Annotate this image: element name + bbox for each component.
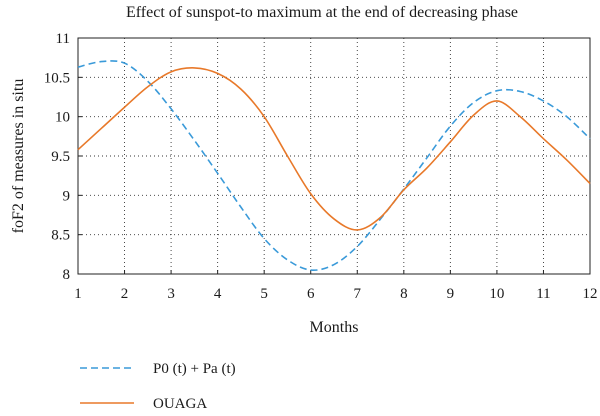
y-tick-label: 9	[63, 188, 71, 204]
y-tick-label: 8.5	[51, 228, 70, 244]
legend-label-p0-pa: P0 (t) + Pa (t)	[153, 361, 236, 377]
series-line-ouaga	[77, 67, 591, 231]
x-tick-label: 9	[447, 286, 455, 302]
x-tick-label: 10	[489, 286, 504, 302]
x-tick-label: 6	[307, 286, 315, 302]
y-tick-label: 10	[55, 110, 70, 126]
legend: P0 (t) + Pa (t) OUAGA	[80, 361, 236, 412]
y-tick-label: 10.5	[44, 70, 70, 86]
y-tick-label: 11	[56, 31, 70, 47]
x-tick-label: 7	[354, 286, 362, 302]
chart-title: Effect of sunspot-to maximum at the end …	[126, 4, 518, 21]
y-tick-label: 9.5	[51, 149, 70, 165]
legend-label-ouaga: OUAGA	[153, 396, 207, 412]
x-axis-label: Months	[310, 319, 359, 336]
series-lines	[77, 60, 591, 272]
x-tick-label: 12	[583, 286, 598, 302]
x-tick-label: 5	[260, 286, 268, 302]
x-tick-label: 3	[167, 286, 175, 302]
x-tick-label: 11	[536, 286, 550, 302]
series-line-p0-pa	[77, 60, 591, 272]
x-tick-label: 2	[121, 286, 129, 302]
x-tick-label: 4	[214, 286, 222, 302]
y-tick-label: 8	[63, 267, 71, 283]
grid-lines	[78, 38, 590, 274]
x-tick-label: 8	[400, 286, 408, 302]
y-axis-label: foF2 of measures in situ	[10, 79, 27, 234]
x-tick-label: 1	[74, 286, 82, 302]
